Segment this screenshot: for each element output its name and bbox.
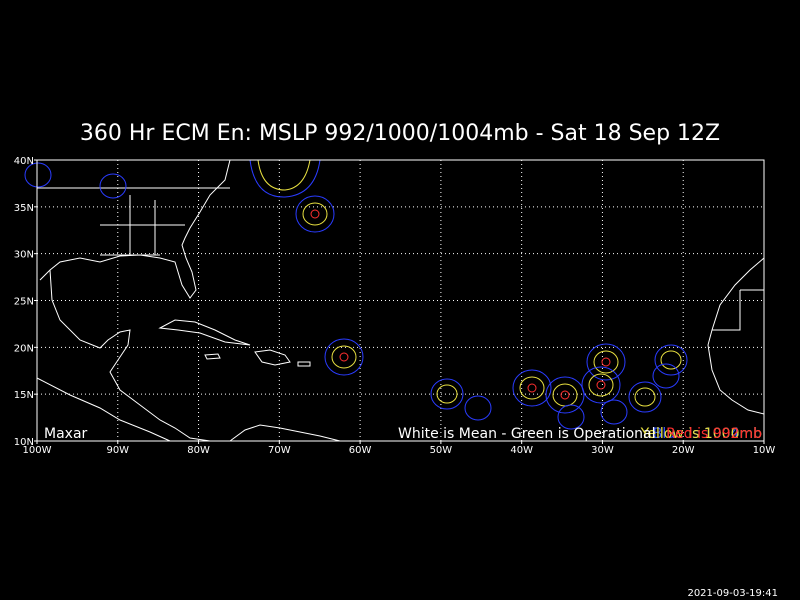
mexico-central-america <box>49 269 211 442</box>
contour-992 <box>560 390 570 400</box>
contour-1004 <box>654 344 688 376</box>
lat-label: 10N <box>14 437 34 448</box>
contour-1004 <box>586 343 626 381</box>
contour-1000 <box>331 345 357 369</box>
legend-mean: White is Mean - Green is Operational <box>398 426 656 442</box>
contour-1000 <box>257 159 311 191</box>
state-borders <box>37 187 764 331</box>
hispaniola <box>254 349 291 366</box>
cuba <box>158 319 251 346</box>
map-title: 360 Hr ECM En: MSLP 992/1000/1004mb - Sa… <box>80 121 720 146</box>
us-east-coast <box>39 159 231 299</box>
puerto-rico <box>297 361 311 367</box>
contour-1004 <box>652 363 680 389</box>
contour-992 <box>601 357 611 367</box>
pacific-coast <box>36 377 171 442</box>
contour-1000 <box>302 202 328 226</box>
lat-label: 15N <box>14 390 34 401</box>
contour-992 <box>596 380 606 390</box>
contour-992 <box>310 209 320 219</box>
lon-label: 60W <box>349 445 372 456</box>
contour-1000 <box>593 350 619 374</box>
africa <box>707 257 765 415</box>
lon-label: 70W <box>268 445 291 456</box>
contour-1004 <box>581 366 621 404</box>
contour-992 <box>527 383 537 393</box>
south-america <box>229 424 341 442</box>
contour-1004 <box>295 195 335 233</box>
lon-label: 50W <box>430 445 453 456</box>
lon-label: 40W <box>510 445 533 456</box>
coastlines <box>36 159 765 442</box>
lat-label: 25N <box>14 297 34 308</box>
legend-yellow: Yellow is 1000mb <box>640 426 762 442</box>
contour-1004 <box>464 395 492 421</box>
contour-1004 <box>249 159 321 198</box>
credit: Maxar <box>44 426 88 442</box>
lat-label: 20N <box>14 343 34 354</box>
lon-label: 20W <box>672 445 695 456</box>
lat-label: 35N <box>14 203 34 214</box>
contour-1004 <box>557 404 585 430</box>
grid <box>37 160 764 441</box>
contour-1004 <box>600 399 628 425</box>
lon-label: 10W <box>753 445 776 456</box>
lon-label: 30W <box>591 445 614 456</box>
contour-1000 <box>588 373 614 397</box>
contour-1004 <box>99 173 127 199</box>
jamaica <box>204 353 221 360</box>
lat-label: 30N <box>14 250 34 261</box>
lon-label: 90W <box>106 445 129 456</box>
legend-blue: Blue is 1004mb <box>653 426 762 442</box>
lon-label: 100W <box>23 445 52 456</box>
contour-1004 <box>545 376 585 414</box>
contour-1004 <box>512 369 552 407</box>
lat-label: 40N <box>14 156 34 167</box>
legend-red: Red is 992mb <box>666 426 762 442</box>
contours <box>24 159 688 430</box>
contour-1000 <box>634 387 656 407</box>
contour-1004 <box>24 162 52 188</box>
contour-992 <box>339 352 349 362</box>
contour-1004 <box>628 381 662 413</box>
contour-1000 <box>436 384 458 404</box>
contour-1000 <box>660 350 682 370</box>
contour-1004 <box>430 378 464 410</box>
contour-1004 <box>324 338 364 376</box>
timestamp: 2021-09-03-19:41 <box>687 588 778 599</box>
contour-1000 <box>519 376 545 400</box>
lon-label: 80W <box>187 445 210 456</box>
